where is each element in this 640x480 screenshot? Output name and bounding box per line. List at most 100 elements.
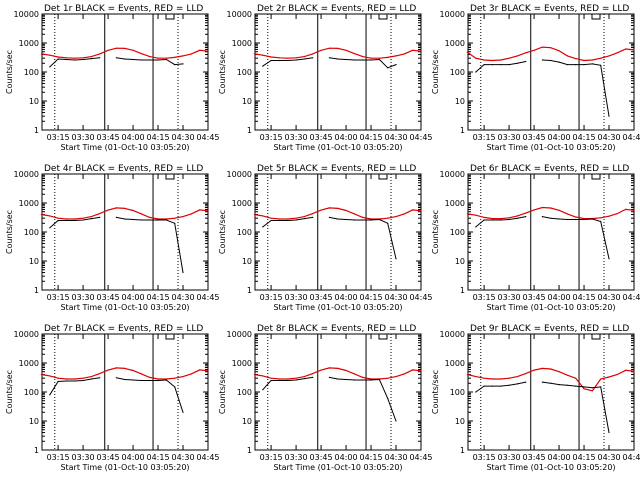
panel-9: Det 9r BLACK = Events, RED = LLD 1 10 100 10… — [431, 324, 640, 472]
x-tick-label: 03:30 — [498, 133, 521, 142]
data-point — [82, 379, 84, 382]
x-tick-label: 03:45 — [310, 453, 333, 462]
data-point — [270, 59, 272, 62]
x-tick-label: 04:00 — [335, 453, 358, 462]
panel-title: Det 2r BLACK = Events, RED = LLD — [257, 4, 416, 14]
y-axis-label: Counts/sec — [5, 210, 14, 254]
data-point — [132, 49, 134, 51]
data-point — [583, 386, 585, 388]
x-tick-label: 04:30 — [597, 293, 620, 302]
data-point — [253, 373, 255, 376]
y-tick-label: 1 — [460, 126, 465, 135]
data-point — [278, 379, 280, 382]
plot-frame — [41, 333, 209, 451]
data-point — [395, 258, 397, 260]
x-tick-label: 04:30 — [384, 453, 407, 462]
data-point — [157, 218, 159, 220]
data-point — [412, 209, 414, 211]
y-tick-label: 10000 — [440, 330, 465, 339]
data-point — [608, 115, 610, 117]
data-point — [262, 65, 264, 67]
data-point — [140, 219, 142, 221]
x-axis-label: Start Time (01-Oct-10 03:05:20) — [486, 303, 615, 312]
marker-box — [165, 14, 175, 20]
data-point — [625, 208, 627, 210]
lld-series-line — [467, 367, 635, 392]
data-point — [82, 217, 84, 219]
x-tick-label: 04:45 — [622, 133, 640, 142]
y-tick-label: 10 — [29, 257, 39, 266]
data-point — [345, 378, 347, 381]
y-tick-label: 100 — [237, 228, 252, 237]
data-point — [508, 57, 510, 59]
x-axis-label: Start Time (01-Oct-10 03:05:20) — [60, 303, 189, 312]
y-tick-label: 1000 — [232, 199, 252, 208]
data-point — [207, 370, 209, 372]
data-point — [353, 59, 355, 61]
y-axis-label: Counts/sec — [431, 210, 440, 254]
data-point — [49, 394, 51, 396]
data-point — [303, 218, 305, 220]
data-point — [420, 50, 422, 52]
x-tick-label: 04:15 — [573, 133, 596, 142]
data-point — [57, 377, 59, 379]
data-point — [466, 213, 468, 215]
data-point — [182, 376, 184, 378]
data-point — [378, 378, 380, 381]
y-tick-label: 10000 — [14, 170, 39, 179]
data-point — [65, 380, 67, 382]
events-series-line — [49, 216, 184, 273]
data-point — [65, 378, 67, 380]
events-series-line — [262, 376, 397, 422]
x-tick-label: 04:00 — [548, 133, 571, 142]
data-point — [278, 218, 280, 220]
y-axis-label: Counts/sec — [218, 50, 227, 94]
data-point — [420, 370, 422, 372]
x-tick-label: 04:30 — [171, 133, 194, 142]
y-tick-label: 100 — [24, 68, 39, 77]
data-point — [99, 373, 101, 375]
data-point — [500, 64, 502, 66]
data-point — [90, 56, 92, 58]
marker-box — [165, 174, 175, 180]
data-point — [303, 378, 305, 380]
lld-series-line — [254, 207, 422, 220]
data-point — [303, 58, 305, 60]
data-point — [199, 209, 201, 211]
data-point — [583, 218, 585, 220]
y-tick-label: 1000 — [19, 359, 39, 368]
data-point — [475, 226, 477, 228]
y-axis-label: Counts/sec — [5, 50, 14, 94]
x-tick-label: 03:15 — [473, 453, 496, 462]
data-point — [508, 64, 510, 66]
lld-series-line — [467, 206, 635, 220]
x-tick-label: 04:30 — [384, 293, 407, 302]
data-point — [500, 385, 502, 387]
data-point — [207, 210, 209, 212]
data-point — [287, 218, 289, 220]
data-point — [491, 378, 493, 380]
x-tick-label: 03:15 — [260, 133, 283, 142]
data-point — [157, 57, 159, 59]
data-point — [182, 55, 184, 57]
data-point — [525, 381, 527, 383]
data-point — [57, 217, 59, 219]
data-point — [395, 376, 397, 378]
data-point — [500, 378, 502, 380]
data-point — [525, 212, 527, 214]
plot-frame — [467, 173, 635, 291]
data-point — [262, 54, 264, 56]
panel-title: Det 8r BLACK = Events, RED = LLD — [257, 324, 416, 334]
x-tick-label: 04:30 — [171, 293, 194, 302]
data-point — [328, 207, 330, 209]
plot-frame — [254, 13, 422, 131]
y-axis-label: Counts/sec — [218, 210, 227, 254]
x-tick-label: 04:45 — [622, 453, 640, 462]
marker-box — [378, 334, 388, 340]
data-point — [165, 57, 167, 59]
data-point — [262, 215, 264, 217]
data-point — [608, 431, 610, 434]
data-point — [566, 213, 569, 215]
data-point — [466, 373, 468, 376]
data-point — [633, 209, 635, 211]
